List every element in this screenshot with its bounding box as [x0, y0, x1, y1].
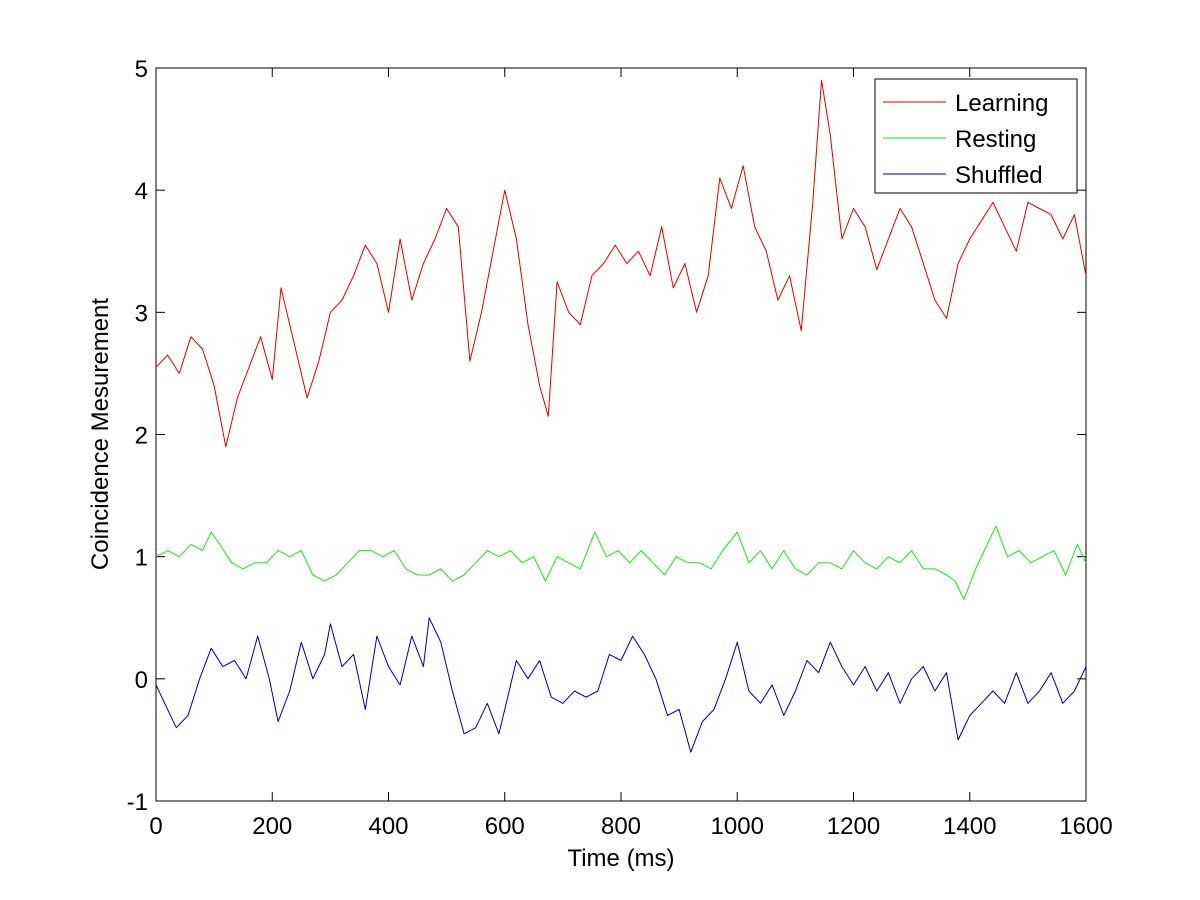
x-tick-label: 0 [149, 813, 162, 840]
y-axis: -1 0 1 2 3 4 5 [127, 56, 1086, 816]
series-line-learning [155, 79, 1087, 448]
y-tick-label: 3 [135, 300, 148, 327]
series-line-resting [155, 525, 1087, 600]
y-tick-label: -1 [127, 789, 148, 816]
legend-label-learning: Learning [955, 90, 1048, 117]
x-axis-title: Time (ms) [567, 845, 674, 872]
y-tick-label: 1 [135, 545, 148, 572]
x-axis: 0 200 400 600 800 1000 1200 1400 1600 [149, 68, 1113, 840]
x-tick-label: 1400 [943, 813, 996, 840]
x-tick-label: 200 [252, 813, 292, 840]
series-layer [155, 79, 1087, 753]
y-tick-label: 4 [135, 178, 148, 205]
y-tick-label: 5 [135, 56, 148, 83]
x-tick-label: 800 [601, 813, 641, 840]
legend-label-resting: Resting [955, 126, 1036, 153]
legend: Learning Resting Shuffled [874, 78, 1078, 194]
x-tick-label: 1200 [827, 813, 880, 840]
series-line-shuffled [155, 617, 1087, 753]
x-tick-label: 400 [368, 813, 408, 840]
x-tick-label: 1600 [1059, 813, 1112, 840]
y-tick-label: 0 [135, 667, 148, 694]
legend-label-shuffled: Shuffled [955, 162, 1043, 189]
x-tick-label: 600 [485, 813, 525, 840]
y-tick-label: 2 [135, 423, 148, 450]
y-axis-title: Coincidence Mesurement [87, 298, 114, 570]
x-tick-label: 1000 [711, 813, 764, 840]
